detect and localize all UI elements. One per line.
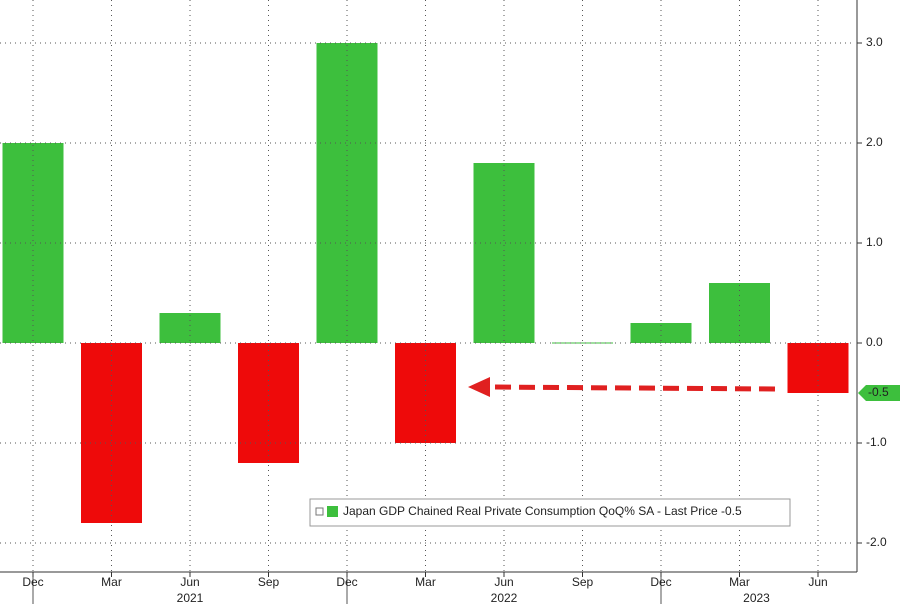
legend-swatch — [327, 506, 338, 517]
x-tick-label: Sep — [572, 575, 594, 589]
x-tick-label: Jun — [494, 575, 513, 589]
bar — [787, 343, 849, 393]
year-label: 2023 — [743, 591, 770, 605]
bar — [316, 43, 378, 343]
x-tick-label: Dec — [650, 575, 671, 589]
x-tick-label: Dec — [22, 575, 43, 589]
bar — [709, 283, 770, 343]
y-tick-label: -2.0 — [866, 535, 887, 549]
x-tick-label: Mar — [415, 575, 436, 589]
x-tick-label: Jun — [180, 575, 199, 589]
bar — [630, 323, 692, 343]
year-label: 2021 — [177, 591, 204, 605]
legend: Japan GDP Chained Real Private Consumpti… — [309, 498, 791, 527]
x-tick-label: Jun — [808, 575, 827, 589]
y-tick-label: -1.0 — [866, 435, 887, 449]
bar — [473, 163, 535, 343]
bar — [2, 143, 64, 343]
bar — [159, 313, 221, 343]
y-tick-label: 3.0 — [866, 35, 883, 49]
y-tick-label: 1.0 — [866, 235, 883, 249]
y-tick-label: 0.0 — [866, 335, 883, 349]
last-value-label: -0.5 — [868, 385, 889, 399]
bar — [238, 343, 299, 463]
bar — [81, 343, 142, 523]
year-label: 2022 — [491, 591, 518, 605]
x-tick-label: Sep — [258, 575, 280, 589]
bar — [395, 343, 456, 443]
x-tick-label: Dec — [336, 575, 357, 589]
x-tick-label: Mar — [101, 575, 122, 589]
arrow-annotation — [468, 377, 776, 397]
bar — [552, 342, 613, 344]
last-value-tag — [858, 385, 900, 401]
legend-label: Japan GDP Chained Real Private Consumpti… — [343, 504, 742, 518]
y-tick-label: 2.0 — [866, 135, 883, 149]
x-tick-label: Mar — [729, 575, 750, 589]
